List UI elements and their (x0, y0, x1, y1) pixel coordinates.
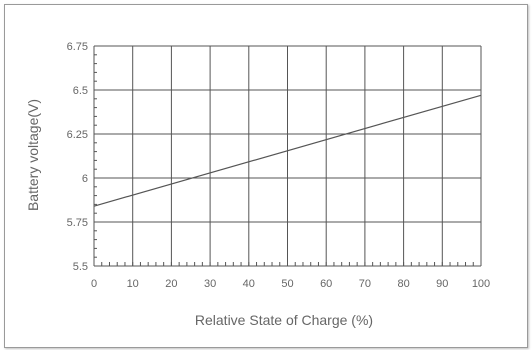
y-tick-label: 6.25 (67, 129, 88, 141)
x-tick-label: 50 (281, 278, 293, 290)
x-tick-labels: 0 10 20 30 40 50 60 70 80 90 100 (91, 278, 490, 290)
y-axis-title: Battery voltage(V) (25, 99, 41, 211)
x-tick-label: 0 (91, 278, 97, 290)
x-tick-label: 80 (397, 278, 409, 290)
grid (93, 45, 482, 267)
series (93, 94, 482, 207)
voltage-line (93, 94, 482, 207)
x-tick-label: 90 (436, 278, 448, 290)
x-tick-label: 70 (359, 278, 371, 290)
y-tick-label: 6 (82, 173, 88, 185)
x-tick-label: 40 (243, 278, 255, 290)
x-tick-label: 20 (165, 278, 177, 290)
x-axis-title: Relative State of Charge (%) (195, 312, 373, 328)
y-tick-labels: 5.5 5.75 6 6.25 6.5 6.75 (67, 41, 88, 273)
x-tick-label: 30 (204, 278, 216, 290)
y-tick-label: 6.75 (67, 41, 88, 53)
y-tick-label: 5.75 (67, 217, 88, 229)
x-tick-label: 10 (127, 278, 139, 290)
y-tick-label: 6.5 (73, 85, 88, 97)
y-tick-label: 5.5 (73, 261, 88, 273)
x-tick-label: 60 (320, 278, 332, 290)
x-tick-label: 100 (472, 278, 490, 290)
x-minor-ticks (93, 45, 482, 267)
chart-frame (4, 4, 528, 348)
